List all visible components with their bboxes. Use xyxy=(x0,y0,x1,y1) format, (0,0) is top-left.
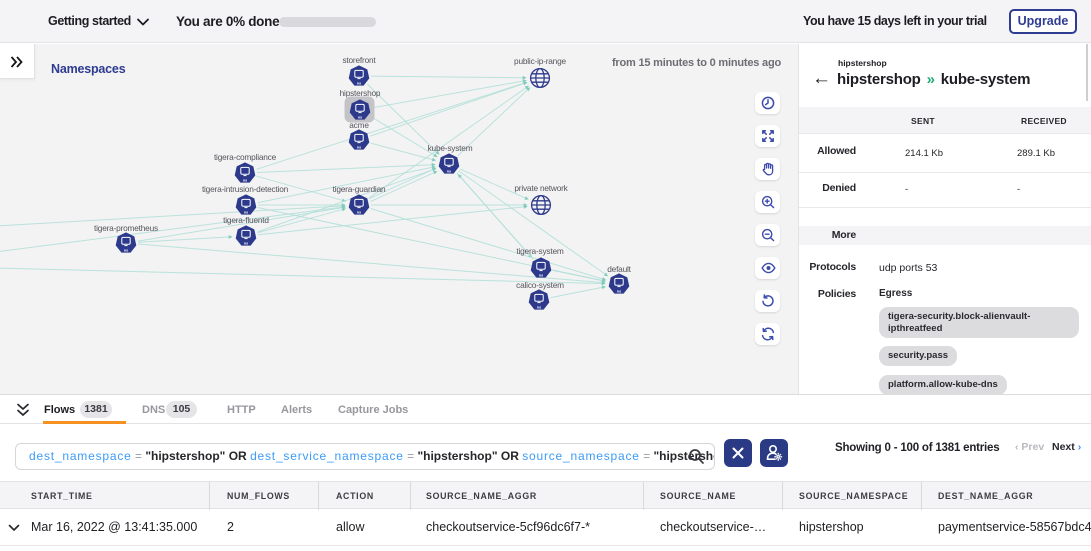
svg-text:storefront: storefront xyxy=(342,55,376,65)
svg-text:calico-system: calico-system xyxy=(516,280,564,290)
svg-text:tigera-system: tigera-system xyxy=(516,246,563,256)
svg-text:kube-system: kube-system xyxy=(428,143,473,153)
svg-text:tigera-prometheus: tigera-prometheus xyxy=(94,223,158,233)
svg-text:tigera-guardian: tigera-guardian xyxy=(333,184,386,194)
svg-text:default: default xyxy=(607,264,631,274)
svg-text:hipstershop: hipstershop xyxy=(340,88,381,98)
svg-text:tigera-compliance: tigera-compliance xyxy=(214,152,277,162)
svg-text:tigera-fluentd: tigera-fluentd xyxy=(223,215,269,225)
svg-text:acme: acme xyxy=(349,120,369,130)
svg-text:public-ip-range: public-ip-range xyxy=(514,56,566,66)
svg-text:private network: private network xyxy=(514,183,568,193)
svg-text:tigera-intrusion-detection: tigera-intrusion-detection xyxy=(202,184,289,194)
